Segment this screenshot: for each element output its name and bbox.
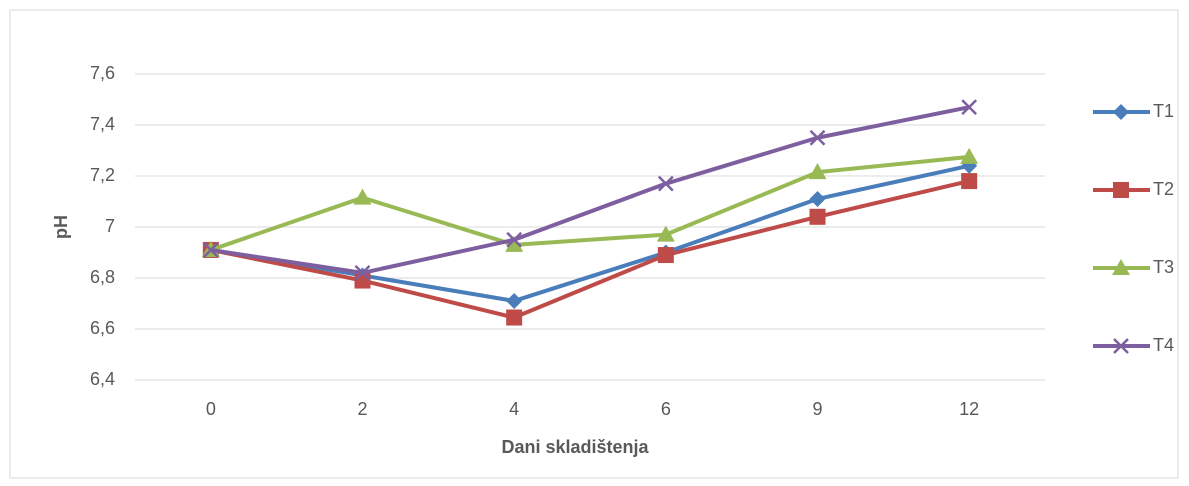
y-tick-label: 7,6 — [90, 63, 115, 83]
y-tick-label: 7,4 — [90, 114, 115, 134]
point — [505, 235, 524, 252]
point — [506, 309, 523, 326]
x-axis-title: Dani skladištenja — [501, 437, 649, 457]
x-tick-label: 0 — [206, 399, 216, 419]
point — [809, 190, 826, 207]
x-tick-label: 6 — [661, 399, 671, 419]
point — [657, 175, 674, 192]
legend-label: T3 — [1153, 257, 1174, 277]
point — [202, 242, 219, 258]
point — [961, 99, 978, 116]
legend-label: T2 — [1153, 179, 1174, 199]
point — [656, 225, 675, 242]
x-tick-label: 9 — [812, 399, 822, 419]
legend-label: T1 — [1153, 101, 1174, 121]
point — [657, 247, 674, 264]
legend-marker — [1113, 104, 1129, 120]
point — [809, 129, 826, 146]
point — [354, 265, 371, 281]
series-line — [210, 163, 970, 303]
point — [808, 163, 827, 180]
y-axis-title: pH — [51, 215, 71, 239]
point — [354, 272, 371, 289]
series-line — [210, 105, 970, 275]
y-tick-label: 6,6 — [90, 318, 115, 338]
legend-label: T4 — [1153, 335, 1174, 355]
point — [506, 231, 523, 248]
legend-marker — [1112, 259, 1130, 275]
legend-marker — [1113, 338, 1129, 354]
point — [961, 173, 978, 190]
point — [506, 292, 523, 309]
chart-frame — [9, 9, 1179, 479]
series-line — [210, 179, 970, 320]
x-tick-label: 4 — [509, 399, 519, 419]
point — [809, 208, 826, 225]
series-line — [210, 154, 970, 252]
x-tick-label: 2 — [357, 399, 367, 419]
legend-marker — [1113, 182, 1129, 198]
y-tick-label: 7 — [105, 216, 115, 236]
point — [960, 147, 979, 164]
y-tick-label: 6,8 — [90, 267, 115, 287]
y-tick-label: 7,2 — [90, 165, 115, 185]
point — [353, 188, 372, 205]
x-tick-label: 12 — [959, 399, 979, 419]
y-tick-label: 6,4 — [90, 369, 115, 389]
